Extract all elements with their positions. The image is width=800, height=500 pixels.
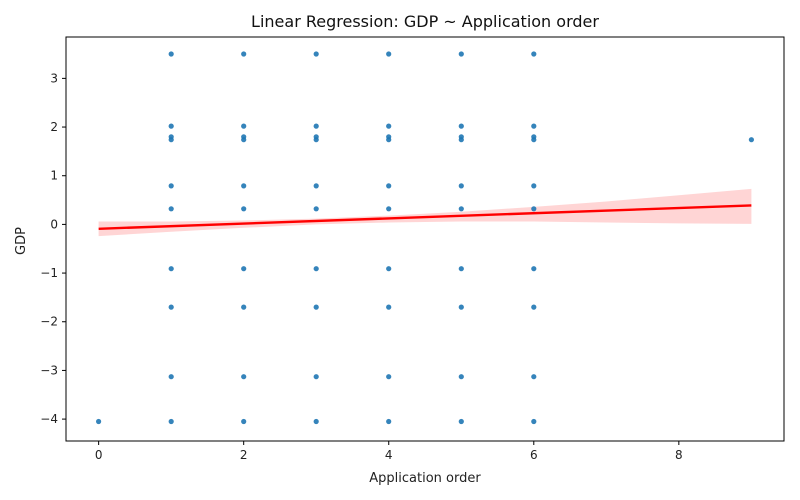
scatter-point: [313, 206, 319, 212]
scatter-point: [241, 266, 247, 272]
scatter-point: [386, 206, 392, 212]
confidence-band: [98, 188, 752, 237]
y-tick-label: −1: [40, 266, 58, 280]
scatter-point: [313, 51, 319, 57]
scatter-point: [386, 374, 392, 380]
chart-title: Linear Regression: GDP ~ Application ord…: [251, 12, 599, 31]
scatter-point: [458, 137, 464, 143]
scatter-point: [531, 206, 537, 212]
y-tick-label: 3: [50, 71, 58, 85]
scatter-point: [241, 183, 247, 189]
scatter-point: [168, 183, 174, 189]
scatter-point: [458, 418, 464, 425]
scatter-point: [241, 206, 247, 212]
scatter-point: [386, 123, 392, 129]
scatter-point: [386, 304, 392, 310]
x-tick-label: 0: [95, 448, 103, 462]
scatter-point: [313, 137, 319, 143]
scatter-points-layer: [96, 51, 755, 425]
scatter-point: [168, 266, 174, 272]
scatter-point: [458, 183, 464, 189]
scatter-point: [531, 183, 537, 189]
scatter-point: [313, 304, 319, 310]
x-tick-label: 8: [675, 448, 683, 462]
scatter-point: [96, 418, 102, 425]
scatter-point: [168, 137, 174, 143]
scatter-point: [458, 304, 464, 310]
y-tick-label: −3: [40, 363, 58, 377]
scatter-point: [168, 51, 174, 57]
scatter-point: [748, 137, 755, 143]
confidence-band-layer: [98, 188, 752, 237]
scatter-point: [386, 51, 392, 57]
y-tick-label: −4: [40, 412, 58, 426]
axes-layer: 0 2 4 6 8 −4 −3 −2 −1 0 1 2 3: [40, 36, 785, 462]
scatter-point: [531, 51, 537, 57]
scatter-point: [241, 137, 247, 143]
scatter-point: [241, 51, 247, 57]
y-tick-label: 1: [50, 169, 58, 183]
x-axis-label: Application order: [369, 471, 481, 486]
x-tick-label: 4: [385, 448, 393, 462]
scatter-point: [458, 374, 464, 380]
y-tick-label: 2: [50, 120, 58, 134]
scatter-point: [168, 206, 174, 212]
scatter-point: [313, 183, 319, 189]
scatter-point: [386, 137, 392, 143]
scatter-point: [531, 418, 537, 425]
scatter-point: [241, 304, 247, 310]
y-tick-label: −2: [40, 315, 58, 329]
scatter-point: [531, 137, 537, 143]
scatter-point: [531, 374, 537, 380]
regression-line-layer: [98, 204, 752, 230]
scatter-point: [168, 418, 174, 425]
scatter-point: [313, 266, 319, 272]
y-axis-label: GDP: [14, 227, 29, 255]
scatter-point: [531, 123, 537, 129]
regression-line: [98, 204, 752, 230]
scatter-point: [386, 266, 392, 272]
scatter-point: [458, 266, 464, 272]
scatter-point: [168, 304, 174, 310]
y-tick-label: 0: [50, 217, 58, 231]
x-tick-label: 6: [530, 448, 538, 462]
scatter-point: [458, 51, 464, 57]
scatter-point: [168, 123, 174, 129]
x-tick-label: 2: [240, 448, 248, 462]
scatter-point: [313, 123, 319, 129]
scatter-point: [531, 304, 537, 310]
scatter-point: [313, 418, 319, 425]
scatter-point: [386, 418, 392, 425]
scatter-point: [313, 374, 319, 380]
scatter-point: [458, 206, 464, 212]
scatter-point: [531, 266, 537, 272]
scatter-point: [241, 123, 247, 129]
scatter-point: [168, 374, 174, 380]
plot-frame: [65, 36, 785, 442]
scatter-point: [386, 183, 392, 189]
scatter-point: [458, 123, 464, 129]
scatter-point: [241, 374, 247, 380]
scatter-point: [241, 418, 247, 425]
